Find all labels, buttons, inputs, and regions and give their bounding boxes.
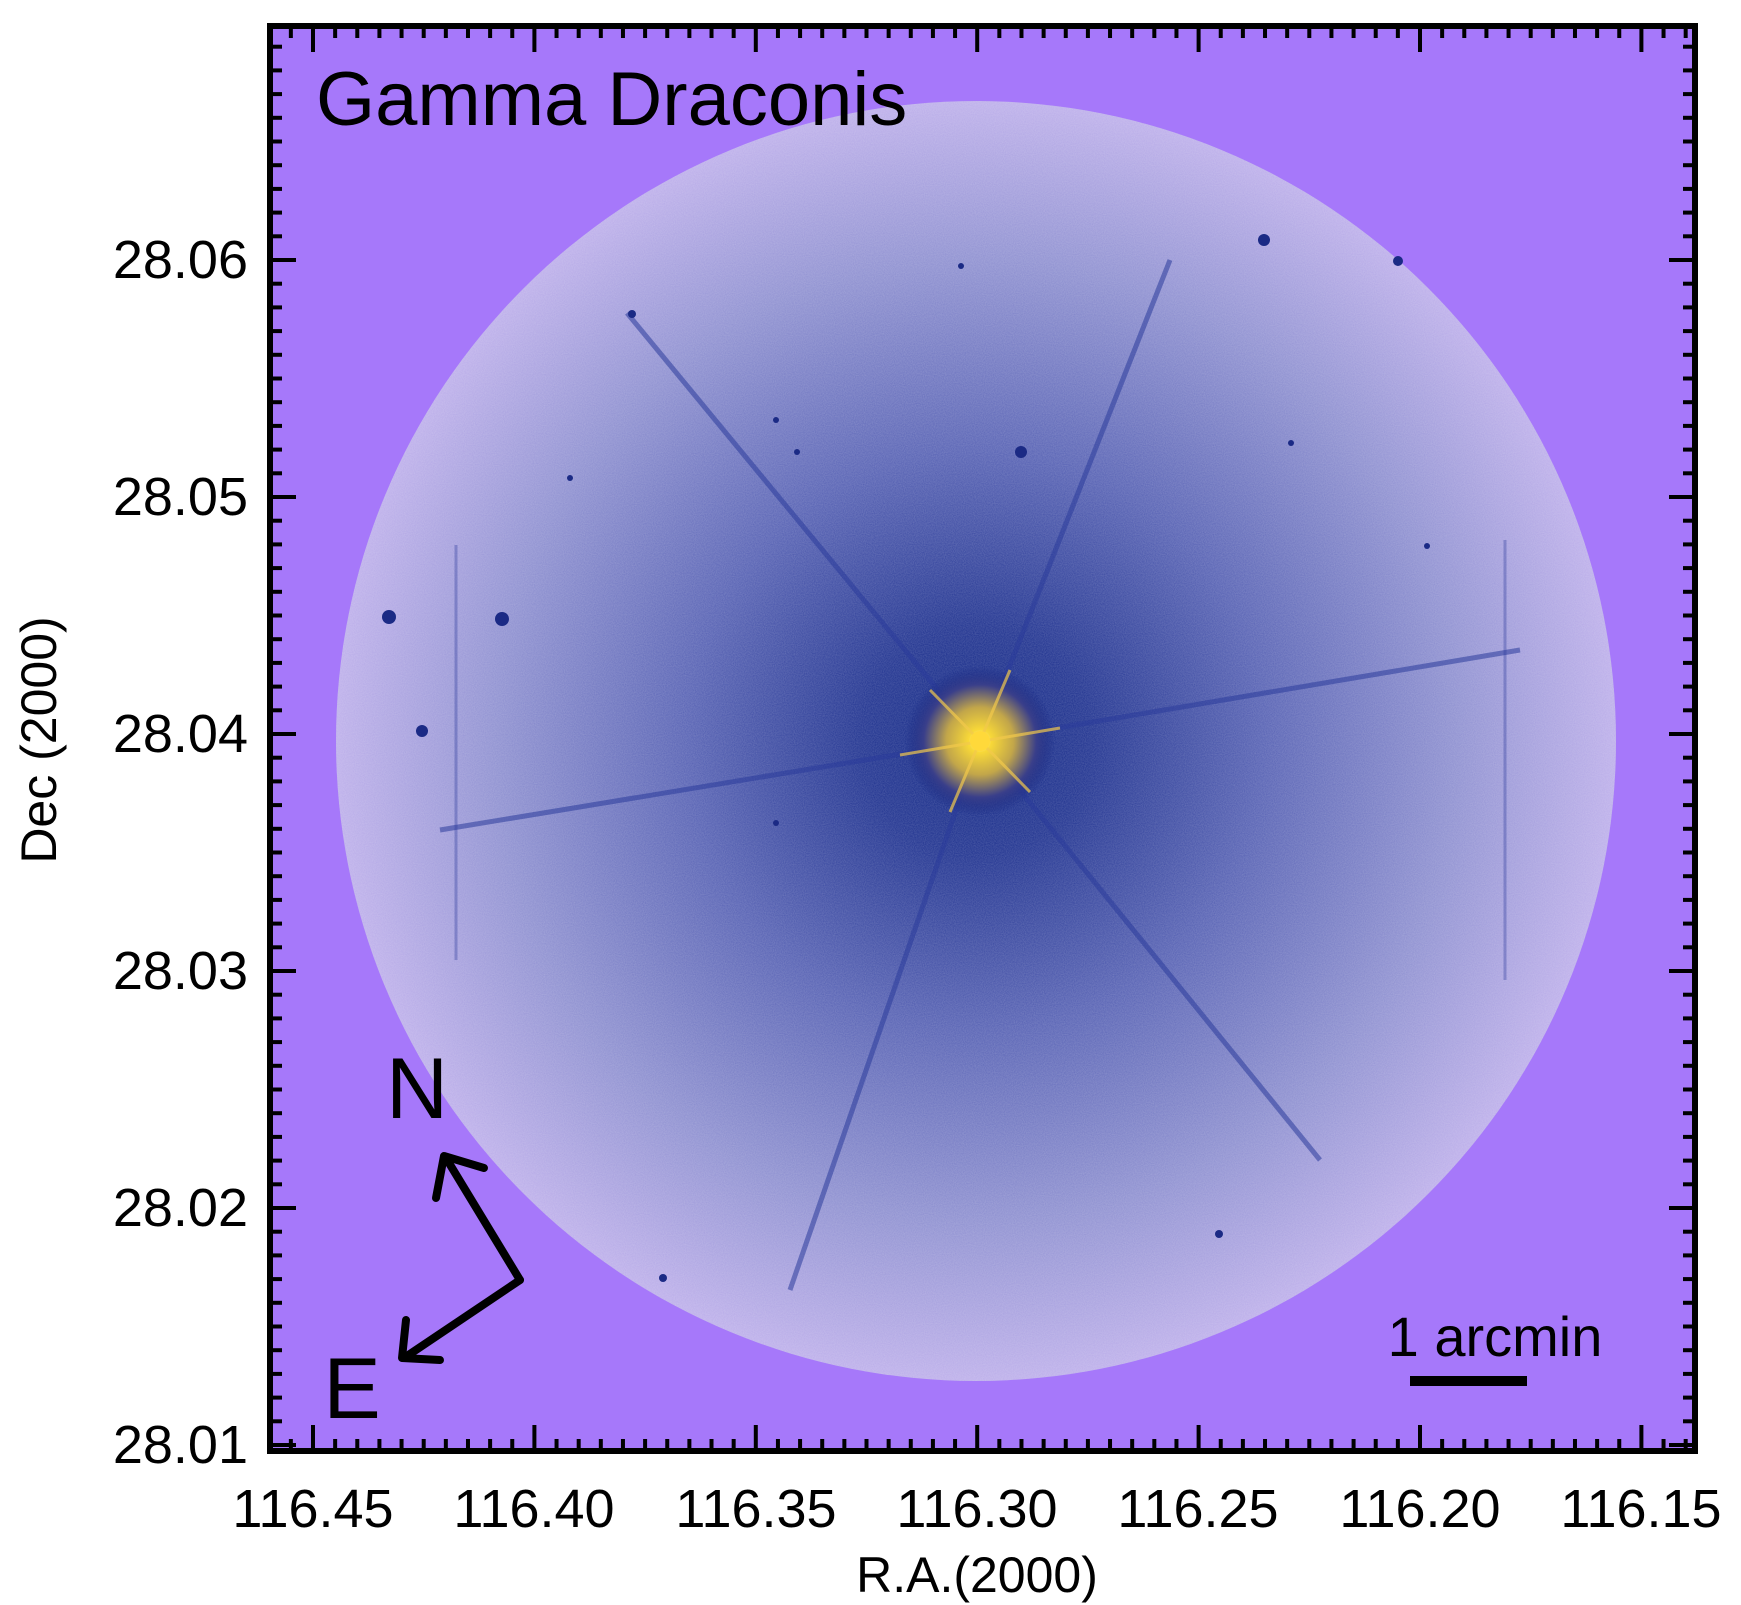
scale-bar-line bbox=[1410, 1376, 1527, 1386]
y-tick-label: 28.04 bbox=[113, 704, 248, 764]
compass-north-label: N bbox=[386, 1041, 448, 1137]
x-tick-label: 116.45 bbox=[232, 1479, 393, 1539]
compass-east-label: E bbox=[323, 1341, 380, 1437]
x-tick-label: 116.35 bbox=[675, 1479, 836, 1539]
y-tick-label: 28.05 bbox=[113, 467, 248, 527]
image-title: Gamma Draconis bbox=[316, 57, 907, 142]
y-tick-label: 28.02 bbox=[113, 1178, 248, 1238]
scale-bar: 1 arcmin bbox=[1388, 1305, 1603, 1386]
central-star-core bbox=[970, 731, 990, 751]
compass-arrows bbox=[398, 1152, 524, 1364]
y-tick-label: 28.06 bbox=[113, 230, 248, 290]
x-axis-tick-labels: 116.45 116.40 116.35 116.30 116.25 116.2… bbox=[232, 1479, 1721, 1539]
x-tick-label: 116.25 bbox=[1117, 1479, 1278, 1539]
x-tick-label: 116.30 bbox=[896, 1479, 1057, 1539]
x-tick-label: 116.40 bbox=[453, 1479, 614, 1539]
y-tick-label: 28.03 bbox=[113, 941, 248, 1001]
y-axis-tick-labels: 28.06 28.05 28.04 28.03 28.02 28.01 bbox=[113, 230, 248, 1475]
x-axis-title: R.A.(2000) bbox=[856, 1547, 1098, 1603]
y-axis-title: Dec (2000) bbox=[11, 616, 67, 863]
sky-image bbox=[336, 101, 1616, 1381]
diffraction-spikes bbox=[439, 259, 1521, 1291]
scale-bar-label: 1 arcmin bbox=[1388, 1305, 1603, 1368]
field-stars bbox=[382, 234, 1430, 1282]
x-tick-label: 116.15 bbox=[1560, 1479, 1721, 1539]
axis-ticks bbox=[270, 26, 1695, 1451]
plot-frame bbox=[267, 23, 1698, 1454]
y-tick-label: 28.01 bbox=[113, 1415, 248, 1475]
compass: N E bbox=[323, 1041, 524, 1437]
x-tick-label: 116.20 bbox=[1339, 1479, 1500, 1539]
